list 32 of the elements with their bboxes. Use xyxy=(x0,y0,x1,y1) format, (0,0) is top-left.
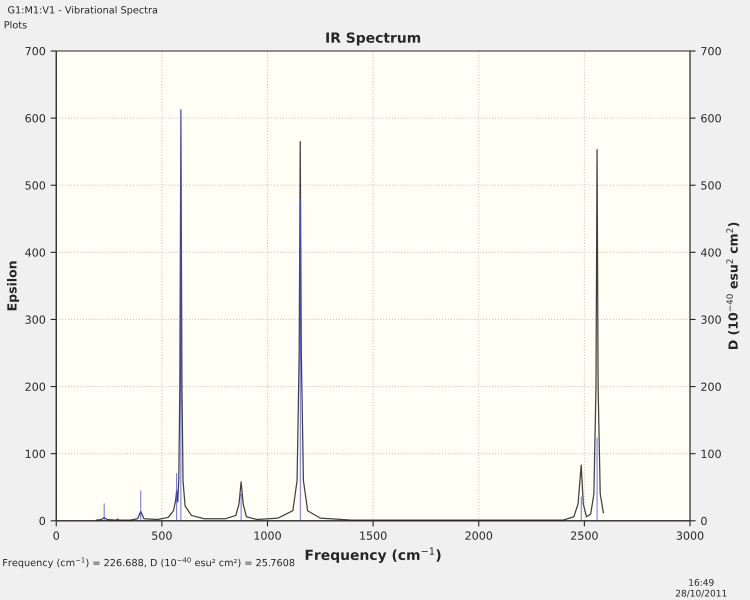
y2-tick-label: 200 xyxy=(701,382,721,391)
y2-tick-label: 0 xyxy=(701,516,707,526)
text: 28/10/2011 xyxy=(676,590,726,598)
y2-tick-label: 400 xyxy=(700,248,721,257)
y2-tick-label: 700 xyxy=(701,46,721,56)
y-tick-label: 200 xyxy=(25,382,46,391)
text: 16:49 xyxy=(689,578,714,586)
y-tick-label: 500 xyxy=(25,181,46,190)
y2-tick-label: 300 xyxy=(701,315,721,324)
x-tick-label: 2500 xyxy=(571,531,598,540)
y-tick-label: 700 xyxy=(26,46,46,56)
y-tick-label: 600 xyxy=(25,114,46,122)
chart-title: IR Spectrum xyxy=(326,32,420,46)
x-tick-label: 500 xyxy=(152,531,172,540)
x-tick-label: 2000 xyxy=(465,531,492,540)
y2-tick-label: 600 xyxy=(701,114,721,122)
y-axis-title: Epsilon xyxy=(6,261,20,310)
text: Plots xyxy=(4,21,27,29)
y2-axis-title: D (10$^{−40}$ esu$^{2}$ cm$^{2}$) xyxy=(726,222,740,349)
text: Frequency (cm$^{−1}$) = 226.688, D (10$^{−40}$ esu² cm²) = 25.7608 xyxy=(3,557,294,568)
y2-tick-label: 500 xyxy=(701,181,721,190)
x-axis-title: Frequency (cm$^{−1}$) xyxy=(306,548,441,563)
y-tick-label: 300 xyxy=(25,315,46,324)
x-tick-label: 0 xyxy=(53,531,60,540)
x-tick-label: 1500 xyxy=(360,531,387,540)
text: G1:M1:V1 - Vibrational Spectra xyxy=(8,6,158,16)
x-tick-label: 3000 xyxy=(676,531,704,540)
y-tick-label: 400 xyxy=(25,248,46,257)
y2-tick-label: 100 xyxy=(702,450,721,458)
x-tick-label: 1000 xyxy=(254,531,281,540)
y-tick-label: 0 xyxy=(39,516,46,526)
y-tick-label: 100 xyxy=(26,450,46,458)
